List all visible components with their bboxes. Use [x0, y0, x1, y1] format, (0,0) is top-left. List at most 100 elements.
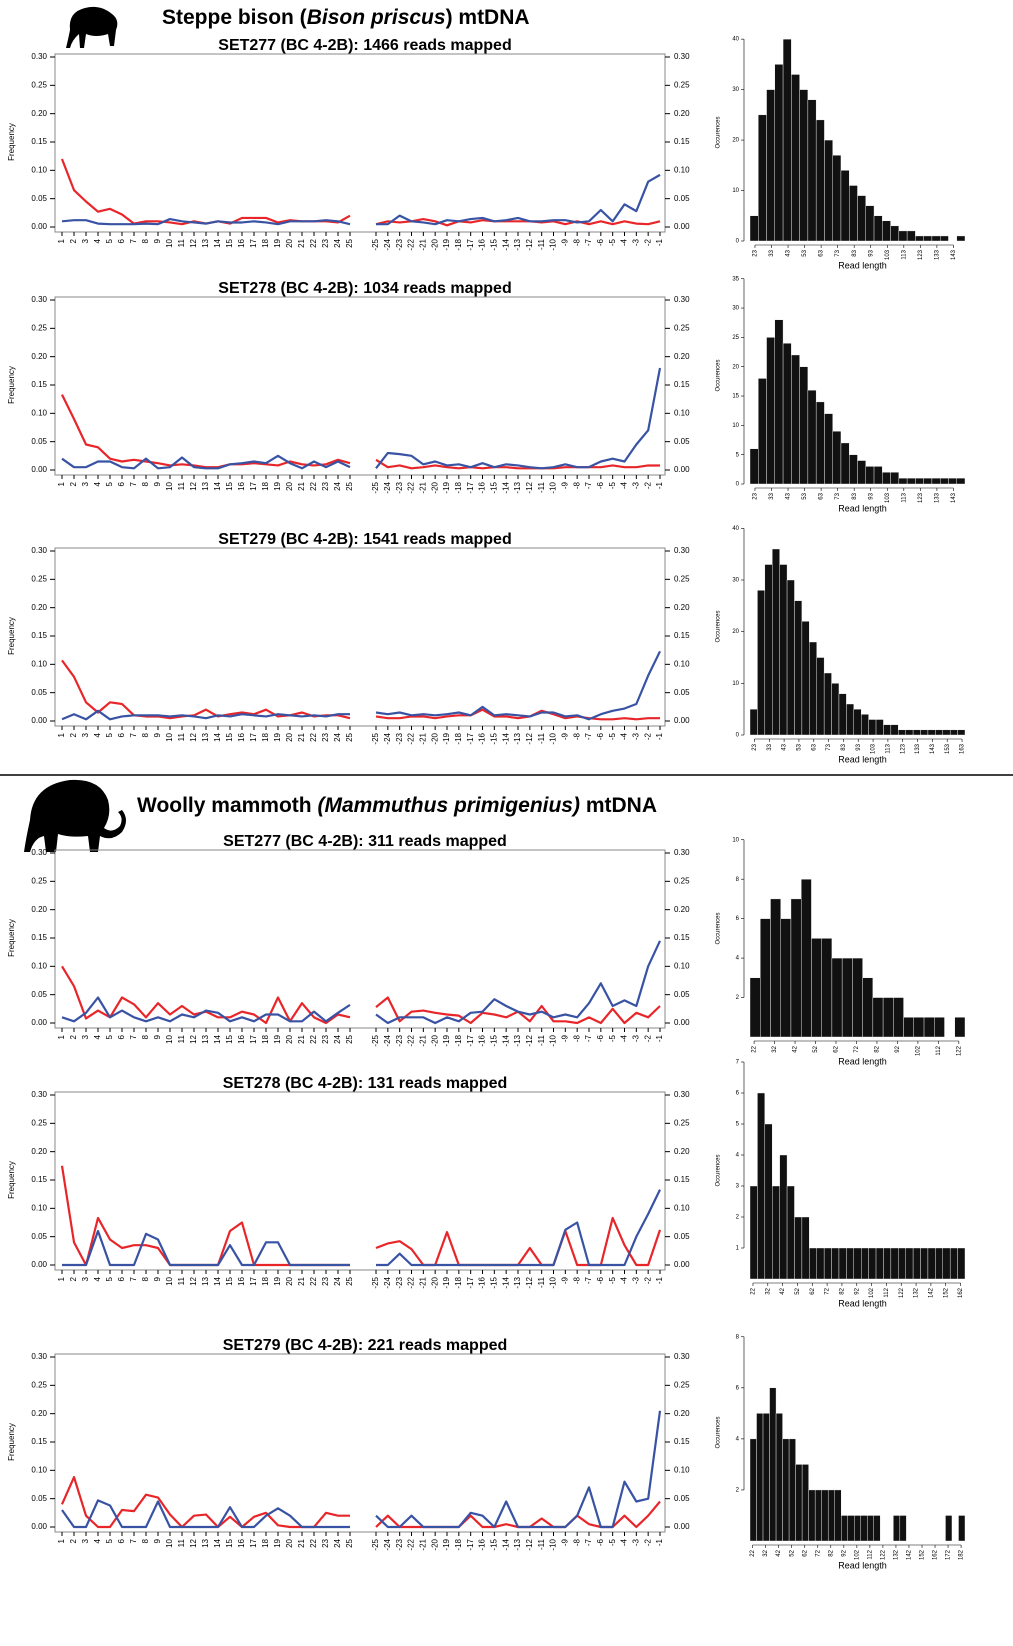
bar — [942, 729, 951, 736]
x-tick-label: 172 — [946, 1549, 952, 1560]
x-tick-label: 142 — [907, 1549, 913, 1560]
x-tick-label: 72 — [854, 1045, 860, 1052]
x-tick-label: 16 — [237, 238, 246, 247]
y-tick-label: 0.00 — [31, 1522, 47, 1531]
x-tick-label: 22 — [751, 1287, 757, 1294]
bar — [824, 413, 833, 485]
x-tick-label: 132 — [894, 1549, 900, 1560]
bar — [852, 957, 863, 1038]
y-axis-label: Frequency — [7, 123, 16, 161]
x-tick-label: -9 — [560, 481, 569, 489]
x-tick-label: 24 — [333, 1276, 342, 1285]
y-tick-label: 0.20 — [31, 905, 47, 914]
x-tick-label: 62 — [810, 1287, 816, 1294]
x-tick-label: -6 — [596, 481, 605, 489]
x-tick-label: 13 — [201, 238, 210, 247]
x-tick-label: -10 — [549, 1276, 558, 1288]
plot-frame — [54, 1091, 666, 1271]
y-tick-label: 0.30 — [31, 52, 47, 61]
x-tick-label: -22 — [407, 1276, 416, 1288]
y-tick-label: 6 — [736, 1091, 740, 1097]
bar — [780, 918, 792, 1038]
x-tick-label: 21 — [297, 732, 306, 741]
y-tick-label: 7 — [736, 1060, 740, 1066]
x-tick-label: 15 — [225, 1276, 234, 1285]
x-tick-label: 43 — [786, 249, 792, 256]
x-tick-label: -7 — [584, 481, 593, 489]
series-line — [375, 458, 660, 470]
bar — [882, 220, 891, 242]
x-tick-label: 5 — [105, 481, 114, 486]
x-tick-label: 7 — [129, 238, 138, 243]
series-line — [376, 173, 661, 226]
x-tick-label: 16 — [237, 732, 246, 741]
bar — [816, 1247, 825, 1280]
x-tick-label: -3 — [631, 238, 640, 246]
x-tick-label: 15 — [225, 732, 234, 741]
x-tick-label: 9 — [153, 1538, 162, 1543]
x-tick-label: 3 — [81, 1276, 90, 1281]
x-axis-label: Read length — [838, 1298, 887, 1308]
x-tick-label: 143 — [930, 743, 936, 754]
y-tick-label: 30 — [732, 87, 739, 93]
y-tick-label: 1 — [736, 1246, 740, 1252]
y-tick-label: 10 — [732, 837, 739, 843]
series-line — [375, 940, 661, 1025]
bar — [794, 1216, 803, 1280]
x-tick-label: -19 — [442, 1276, 451, 1288]
x-tick-label: -25 — [371, 481, 380, 493]
y2-tick-label: 0.30 — [674, 52, 690, 61]
x-tick-label: -8 — [572, 1276, 581, 1284]
x-tick-label: 24 — [333, 1538, 342, 1547]
bar — [786, 1185, 795, 1280]
bar — [841, 957, 853, 1038]
y-tick-label: 0.15 — [31, 631, 47, 640]
x-tick-label: 133 — [915, 743, 921, 754]
bar — [862, 977, 874, 1038]
x-tick-label: -24 — [383, 1538, 392, 1550]
bar — [749, 708, 758, 736]
x-tick-label: -21 — [418, 732, 427, 744]
x-tick-label: 123 — [900, 743, 906, 754]
x-tick-label: 72 — [815, 1549, 821, 1556]
y-tick-label: 0 — [736, 239, 740, 245]
x-tick-label: 17 — [249, 1034, 258, 1043]
y2-tick-label: 0.15 — [674, 933, 690, 942]
x-tick-label: 92 — [854, 1287, 860, 1294]
x-tick-label: -19 — [442, 732, 451, 744]
y-tick-label: 0.00 — [31, 465, 47, 474]
x-tick-label: 162 — [958, 1287, 964, 1298]
x-tick-label: 20 — [285, 1276, 294, 1285]
x-tick-label: 23 — [753, 492, 759, 499]
x-tick-label: 123 — [918, 492, 924, 503]
x-tick-label: 13 — [201, 1276, 210, 1285]
x-tick-label: 7 — [129, 732, 138, 737]
x-tick-label: 102 — [854, 1549, 860, 1560]
bar — [912, 1247, 921, 1280]
series-line — [60, 158, 351, 226]
x-tick-label: 23 — [321, 1276, 330, 1285]
y-tick-label: 8 — [736, 1334, 740, 1340]
x-tick-label: 93 — [868, 249, 874, 256]
bar — [882, 472, 891, 485]
x-tick-label: 32 — [772, 1045, 778, 1052]
y2-tick-label: 0.15 — [674, 1437, 690, 1446]
bar — [847, 1515, 855, 1542]
bar — [795, 1464, 803, 1542]
x-tick-label: -23 — [395, 1276, 404, 1288]
y-tick-label: 2 — [736, 1488, 740, 1494]
y-tick-label: 20 — [732, 364, 739, 370]
bar — [872, 997, 884, 1038]
y-tick-label: 0.10 — [31, 1465, 47, 1474]
bar — [794, 600, 803, 736]
x-tick-label: -15 — [489, 238, 498, 250]
bar — [913, 1017, 925, 1038]
bar — [790, 898, 802, 1038]
x-tick-label: 5 — [105, 1276, 114, 1281]
bar — [931, 477, 941, 485]
bar — [957, 729, 966, 736]
y2-tick-label: 0.20 — [674, 109, 690, 118]
y2-tick-label: 0.20 — [674, 905, 690, 914]
bar — [772, 548, 780, 736]
y2-tick-label: 0.20 — [674, 603, 690, 612]
